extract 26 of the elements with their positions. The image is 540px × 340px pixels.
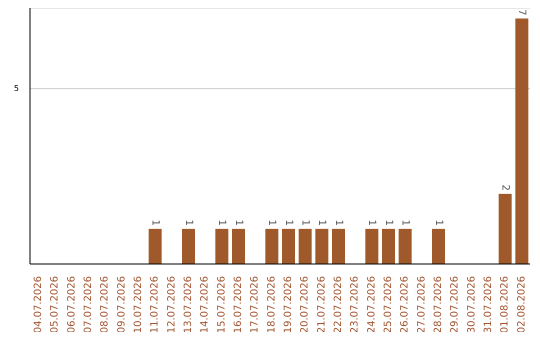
x-tick-label: 15.07.2026	[216, 276, 228, 334]
data-label: 1	[299, 220, 310, 226]
data-label: 1	[399, 220, 410, 226]
data-label: 1	[149, 220, 160, 226]
x-tick-label: 13.07.2026	[183, 276, 194, 334]
data-label: 1	[382, 220, 394, 226]
data-label: 1	[182, 220, 194, 226]
x-tick-label: 14.07.2026	[200, 276, 211, 334]
x-tick-label: 12.07.2026	[166, 276, 178, 334]
data-label: 1	[366, 220, 378, 226]
data-label: 1	[316, 220, 328, 226]
x-tick-label: 17.07.2026	[250, 276, 261, 334]
data-label: 1	[432, 220, 444, 226]
data-label: 1	[216, 220, 228, 226]
x-tick-label: 16.07.2026	[233, 276, 244, 334]
data-label: 1	[332, 220, 344, 226]
x-tick-label: 10.07.2026	[133, 276, 144, 334]
x-tick-label: 11.07.2026	[150, 276, 161, 334]
data-label: 1	[232, 220, 244, 226]
data-label: 1	[282, 220, 294, 226]
x-tick-label: 19.07.2026	[283, 276, 294, 334]
data-label: 1	[266, 220, 278, 226]
y-tick-label: 5	[14, 84, 19, 93]
x-tick-label: 18.07.2026	[266, 276, 278, 334]
data-label: 2	[499, 184, 510, 191]
data-label: 7	[516, 9, 528, 16]
